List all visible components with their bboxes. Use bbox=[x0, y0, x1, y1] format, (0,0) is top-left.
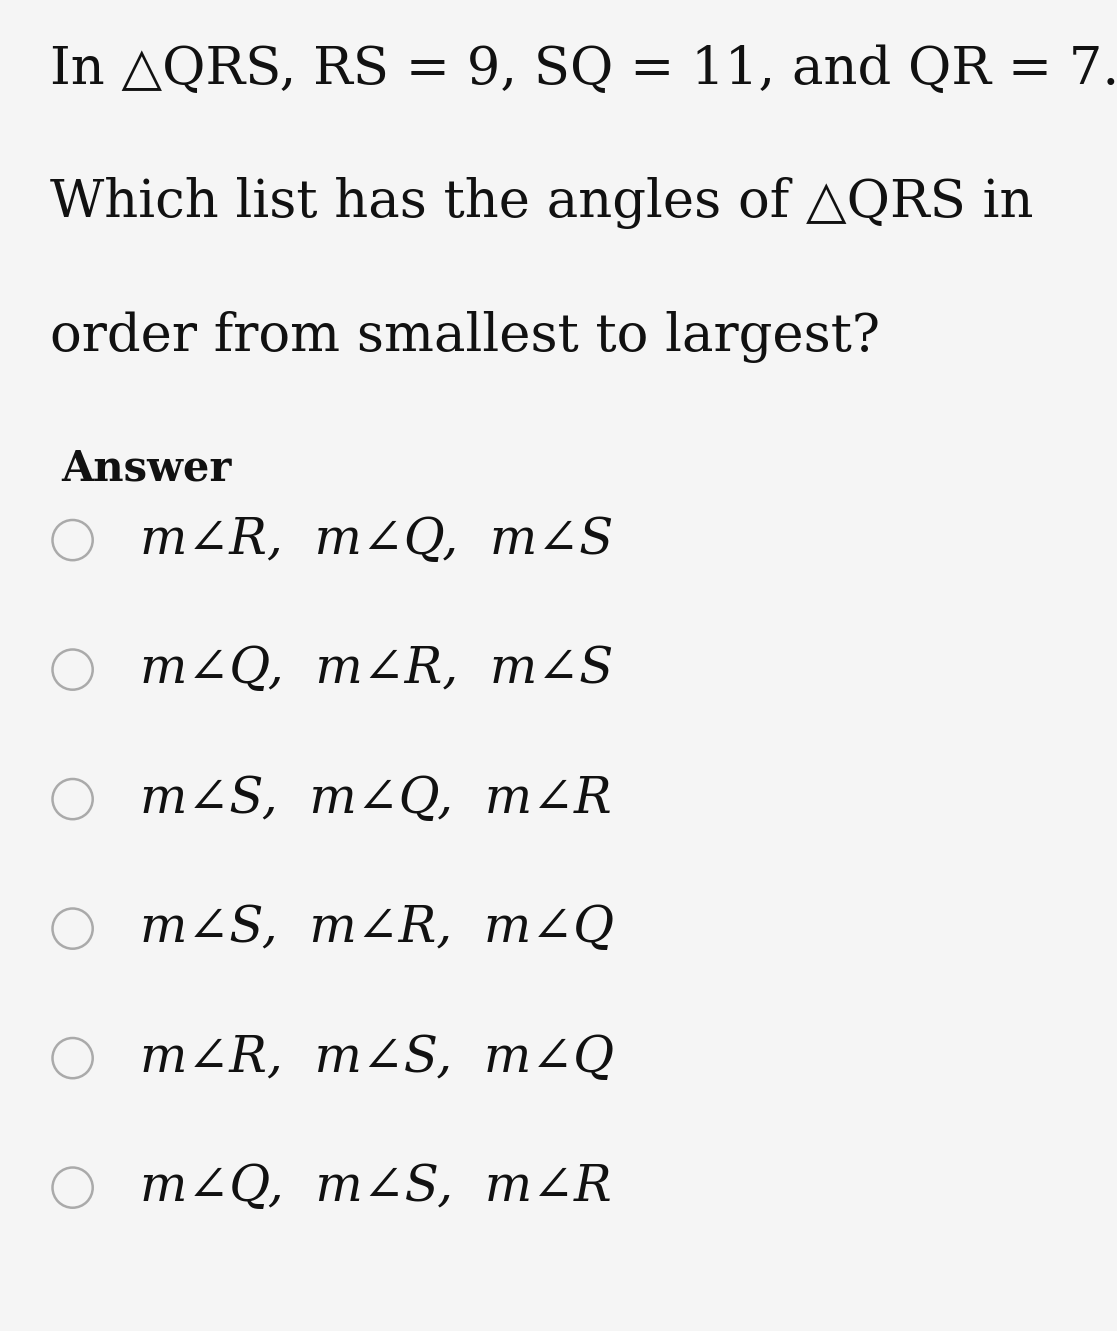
Text: Which list has the angles of △QRS in: Which list has the angles of △QRS in bbox=[50, 177, 1033, 229]
Text: In △QRS, RS = 9, SQ = 11, and QR = 7.: In △QRS, RS = 9, SQ = 11, and QR = 7. bbox=[50, 44, 1117, 95]
Text: m∠S,  m∠R,  m∠Q: m∠S, m∠R, m∠Q bbox=[140, 904, 613, 953]
Text: m∠S,  m∠Q,  m∠R: m∠S, m∠Q, m∠R bbox=[140, 775, 611, 824]
Text: order from smallest to largest?: order from smallest to largest? bbox=[50, 311, 880, 363]
Text: m∠R,  m∠S,  m∠Q: m∠R, m∠S, m∠Q bbox=[140, 1033, 613, 1083]
Text: m∠R,  m∠Q,  m∠S: m∠R, m∠Q, m∠S bbox=[140, 515, 613, 564]
Text: m∠Q,  m∠S,  m∠R: m∠Q, m∠S, m∠R bbox=[140, 1163, 611, 1213]
Text: Answer: Answer bbox=[61, 447, 232, 490]
Text: m∠Q,  m∠R,  m∠S: m∠Q, m∠R, m∠S bbox=[140, 644, 613, 695]
